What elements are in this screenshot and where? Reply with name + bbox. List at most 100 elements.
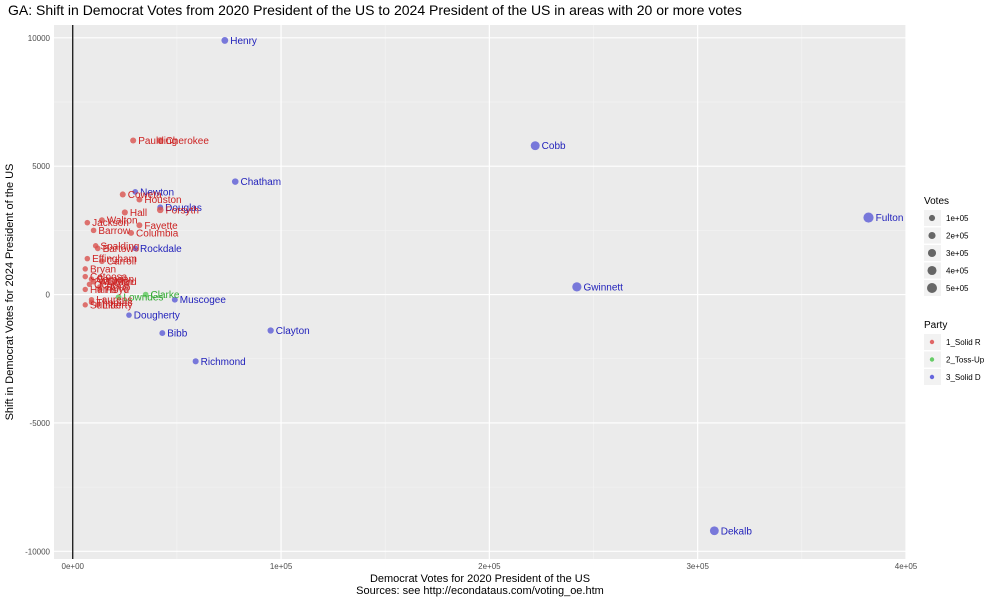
x-tick-label: 0e+00 xyxy=(62,562,85,571)
point-label: Catoosa xyxy=(90,272,128,283)
data-point xyxy=(192,358,199,365)
data-point xyxy=(119,191,126,198)
data-point xyxy=(863,212,874,223)
data-point xyxy=(82,273,88,280)
point-label: Lowndes xyxy=(123,293,163,304)
x-axis-title: Democrat Votes for 2020 President of the… xyxy=(370,573,590,585)
chart-title: GA: Shift in Democrat Votes from 2020 Pr… xyxy=(8,2,742,18)
y-tick-label: -10000 xyxy=(25,547,50,556)
legend-party-items: 1_Solid R 2_Toss-Up 3_Solid D xyxy=(924,334,985,385)
point-label: Camden xyxy=(96,275,134,286)
point-label: Muscogee xyxy=(180,295,227,306)
point-label: Laurens xyxy=(96,295,132,306)
point-label: Sumter xyxy=(90,300,123,311)
legend-party-label: 3_Solid D xyxy=(946,373,981,382)
point-label: Walton xyxy=(107,216,138,227)
data-point xyxy=(84,219,91,226)
y-tick-label: 5000 xyxy=(32,162,50,171)
data-point xyxy=(142,291,149,298)
point-label: Bryan xyxy=(90,264,116,275)
y-tick-labels: -10000 -5000 0 5000 10000 xyxy=(25,34,50,556)
point-label: Hall xyxy=(130,208,147,219)
data-point xyxy=(156,206,164,214)
legend-size-title: Votes xyxy=(924,196,949,207)
data-point xyxy=(88,299,95,305)
point-label: Bartow xyxy=(103,244,135,255)
y-tick-label: 10000 xyxy=(28,34,51,43)
legend-size-items: 1e+05 2e+05 3e+05 4e+05 5e+05 xyxy=(924,210,969,296)
data-point xyxy=(90,227,97,234)
point-label: Chatham xyxy=(241,177,282,188)
data-point xyxy=(709,526,719,536)
legend-size-key xyxy=(927,265,937,276)
point-label: Troup xyxy=(105,282,131,293)
data-point xyxy=(86,281,93,288)
legend-party-key xyxy=(929,339,935,345)
x-tick-label: 4e+05 xyxy=(895,562,918,571)
data-point xyxy=(530,141,540,151)
point-label: Richmond xyxy=(201,357,246,368)
data-point xyxy=(128,229,135,236)
point-label: Liberty xyxy=(102,300,132,311)
y-tick-label: -5000 xyxy=(30,419,51,428)
point-label: Spalding xyxy=(100,241,139,252)
point-label: Gwinnett xyxy=(583,282,623,293)
data-point xyxy=(99,217,105,224)
data-point xyxy=(231,178,239,185)
point-label: Harris xyxy=(90,285,117,296)
data-point xyxy=(171,296,178,303)
point-label: Oconee xyxy=(94,280,129,291)
point-label: Whitfield xyxy=(98,277,136,288)
point-label: Newton xyxy=(140,187,174,198)
legend-size-key xyxy=(927,248,937,258)
point-label: Carroll xyxy=(107,257,136,268)
data-point xyxy=(82,286,88,293)
data-point xyxy=(126,312,132,318)
point-label: Thomas xyxy=(96,298,132,309)
point-label: Fulton xyxy=(876,213,904,224)
point-label: Barrow xyxy=(98,226,130,237)
legend-party-label: 2_Toss-Up xyxy=(946,356,985,365)
point-label: Dougherty xyxy=(134,311,180,322)
point-labels: Henry Cobb Chatham Fulton Newton Douglas Rockd… xyxy=(90,36,903,537)
point-label: Coweta xyxy=(128,190,162,201)
data-point xyxy=(88,276,95,282)
legend-party-label: 1_Solid R xyxy=(946,338,981,347)
data-point xyxy=(121,209,128,216)
point-label: Floyd xyxy=(105,285,129,296)
x-tick-label: 3e+05 xyxy=(686,562,709,571)
data-point xyxy=(82,266,88,272)
point-label: Glynn xyxy=(107,277,133,288)
data-points xyxy=(82,36,874,536)
legend-size-label: 5e+05 xyxy=(946,284,969,293)
data-point xyxy=(95,302,101,308)
point-label: Henry xyxy=(230,36,257,47)
data-point xyxy=(99,258,105,265)
data-point xyxy=(156,137,164,144)
data-point xyxy=(82,302,88,308)
data-point xyxy=(132,189,139,195)
legend-size-label: 2e+05 xyxy=(946,232,969,241)
data-point xyxy=(84,255,91,262)
data-point xyxy=(572,282,582,292)
legend-party-key xyxy=(929,374,935,380)
y-tick-label: 0 xyxy=(46,291,51,300)
point-label: Fayette xyxy=(144,221,178,232)
point-label: Rockdale xyxy=(140,244,182,255)
data-point xyxy=(132,245,139,252)
point-label: Effingham xyxy=(92,254,137,265)
legend-size-key xyxy=(927,283,937,293)
point-label: Cobb xyxy=(542,141,566,152)
data-point xyxy=(159,330,166,337)
data-point xyxy=(136,196,143,203)
point-label: Jackson xyxy=(92,218,129,229)
legend: Votes 1e+05 2e+05 3e+05 4e+05 5e+05 Party 1_… xyxy=(924,196,985,385)
point-label: Paulding xyxy=(138,136,177,147)
legend-size-label: 4e+05 xyxy=(946,267,969,276)
chart-caption: Sources: see http://econdataus.com/votin… xyxy=(356,585,604,597)
data-point xyxy=(115,294,122,300)
data-point xyxy=(221,36,229,44)
plot-background xyxy=(54,25,906,559)
x-tick-label: 2e+05 xyxy=(478,562,501,571)
